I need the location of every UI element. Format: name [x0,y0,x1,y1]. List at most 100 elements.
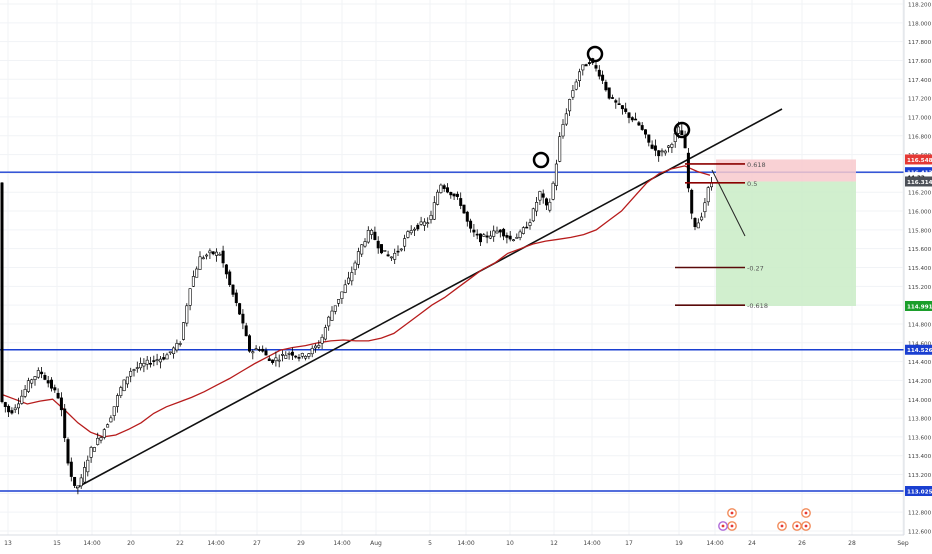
candle-body [383,250,387,252]
candle-body [106,424,110,428]
candle-body [614,100,618,103]
candle-body [640,125,644,130]
candle-body [459,198,463,206]
candle-body [300,353,304,357]
candle-body [515,237,519,239]
candle-body [488,235,492,239]
candle-body [116,395,120,407]
candle-body [432,202,436,220]
time-tick-label: 28 [848,540,856,547]
candle-body [92,447,96,452]
candle-body [643,129,647,135]
candle-body [333,305,337,312]
candle-body [142,363,146,367]
candle-body [158,358,162,363]
candle-body [290,351,294,356]
candle-body [89,447,93,458]
candle-body [564,113,568,125]
candle-body [396,250,400,253]
candle-body [445,187,449,193]
candle-body [492,230,496,237]
candle-body [215,251,219,256]
candle-body [617,103,621,105]
candle-body [16,403,20,409]
candle-body [353,262,357,271]
time-tick-label: 13 [4,540,12,547]
candle-body [696,222,700,229]
fib-level-label: -0.618 [747,302,768,310]
candle-body [607,87,611,99]
candle-body [379,244,383,254]
candle-body [69,461,73,477]
candle-body [221,250,225,264]
candle-body [33,376,37,380]
candle-body [703,202,707,213]
time-tick-label: 14:00 [83,540,100,547]
candle-body [663,150,667,154]
candle-body [267,358,271,361]
candle-body [706,187,710,203]
candle-body [495,230,499,234]
time-tick-label: 14:00 [207,540,224,547]
candle-body [241,313,245,324]
event-markers[interactable] [718,508,811,531]
candle-body [436,191,440,205]
candle-body [168,351,172,354]
candle-body [112,406,116,416]
candle-body [201,257,205,260]
candle-body [409,230,413,234]
candle-body [36,370,40,378]
candle-body [280,354,284,356]
price-tick-label: 115.600 [908,247,932,253]
candle-body [125,376,129,385]
candle-body [558,136,562,162]
candle-body [234,292,238,304]
candle-body [403,238,407,247]
candle-body [79,477,83,487]
candle-body [172,347,176,354]
price-badge-label: 116.548 [907,158,932,164]
price-badge [905,344,932,355]
candle-body [195,268,199,278]
candle-body [30,379,34,384]
candle-body [191,276,195,287]
candle-body [676,126,680,134]
candle-body [412,228,416,231]
candle-body [23,389,27,397]
candle-body [320,336,324,344]
candle-body [386,254,390,257]
candle-body [700,216,704,221]
candle-body [373,231,377,240]
price-badge-label: 113.025 [907,490,932,496]
candle-body [257,349,261,351]
candle-body [343,284,347,293]
candle-body [49,379,53,389]
price-tick-label: 117.800 [908,40,932,46]
price-badge [905,154,932,165]
candle-body [340,291,344,299]
candle-body [657,150,661,157]
candle-body [175,343,179,351]
candle-body [7,405,11,413]
candle-body [310,348,314,355]
candle-body [244,325,248,337]
time-tick-label: 14:00 [457,540,474,547]
candle-body [485,235,489,238]
price-badge-label: 114.526 [907,348,932,354]
candle-body [307,353,311,357]
candle-body [452,193,456,197]
candle-body [389,256,393,259]
candle-body [709,182,713,188]
time-tick-label: 27 [253,540,261,547]
candle-body [690,189,694,214]
candle-body [53,387,57,391]
candle-body [406,231,410,238]
candle-body [96,437,100,445]
candle-body [521,227,525,234]
price-tick-label: 112.800 [908,511,932,517]
price-tick-label: 115.200 [908,285,932,291]
candle-body [132,369,136,371]
candle-body [323,327,327,340]
candle-body [350,272,354,282]
